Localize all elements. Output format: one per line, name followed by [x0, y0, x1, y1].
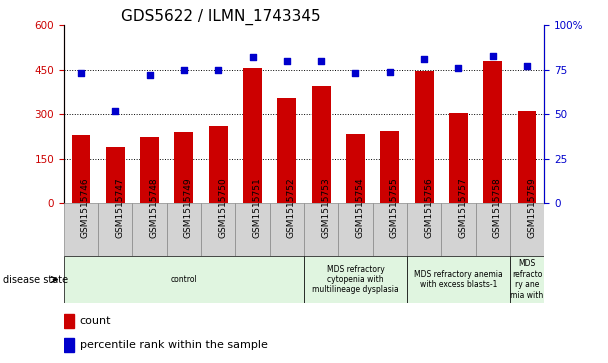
- Point: [454, 65, 463, 71]
- Point: [385, 69, 395, 74]
- Bar: [64, 338, 74, 352]
- Text: GSM1515750: GSM1515750: [218, 177, 227, 238]
- Bar: [312, 86, 331, 203]
- Text: GSM1515748: GSM1515748: [150, 177, 159, 238]
- Bar: [243, 68, 262, 203]
- Bar: [277, 98, 296, 203]
- Point: [351, 70, 361, 76]
- Bar: [167, 203, 201, 256]
- Text: control: control: [171, 275, 197, 284]
- Bar: [270, 203, 304, 256]
- Text: count: count: [80, 316, 111, 326]
- Point: [111, 108, 120, 114]
- Bar: [64, 256, 304, 303]
- Text: GSM1515756: GSM1515756: [424, 177, 433, 238]
- Bar: [517, 111, 536, 203]
- Bar: [72, 135, 91, 203]
- Bar: [338, 203, 373, 256]
- Bar: [381, 131, 399, 203]
- Bar: [449, 113, 468, 203]
- Text: disease state: disease state: [3, 274, 68, 285]
- Bar: [140, 136, 159, 203]
- Bar: [373, 203, 407, 256]
- Bar: [174, 132, 193, 203]
- Bar: [106, 147, 125, 203]
- Point: [522, 64, 532, 69]
- Text: GSM1515753: GSM1515753: [321, 177, 330, 238]
- Point: [76, 70, 86, 76]
- Bar: [415, 72, 434, 203]
- Point: [316, 58, 326, 64]
- Bar: [98, 203, 133, 256]
- Bar: [346, 134, 365, 203]
- Point: [213, 67, 223, 73]
- Point: [145, 72, 154, 78]
- Text: GSM1515749: GSM1515749: [184, 177, 193, 238]
- Text: GSM1515746: GSM1515746: [81, 177, 90, 238]
- Bar: [304, 256, 407, 303]
- Bar: [209, 126, 227, 203]
- Point: [488, 53, 497, 58]
- Bar: [441, 203, 475, 256]
- Bar: [510, 203, 544, 256]
- Text: GSM1515752: GSM1515752: [287, 177, 296, 238]
- Bar: [201, 203, 235, 256]
- Point: [247, 54, 257, 60]
- Point: [282, 58, 292, 64]
- Bar: [510, 256, 544, 303]
- Point: [179, 67, 188, 73]
- Text: percentile rank within the sample: percentile rank within the sample: [80, 340, 268, 350]
- Text: GSM1515751: GSM1515751: [252, 177, 261, 238]
- Bar: [133, 203, 167, 256]
- Bar: [304, 203, 338, 256]
- Text: GSM1515759: GSM1515759: [527, 177, 536, 238]
- Text: GDS5622 / ILMN_1743345: GDS5622 / ILMN_1743345: [122, 9, 321, 25]
- Text: GSM1515754: GSM1515754: [356, 177, 364, 238]
- Bar: [235, 203, 270, 256]
- Text: GSM1515758: GSM1515758: [492, 177, 502, 238]
- Text: MDS refractory anemia
with excess blasts-1: MDS refractory anemia with excess blasts…: [414, 270, 503, 289]
- Text: MDS refractory
cytopenia with
multilineage dysplasia: MDS refractory cytopenia with multilinea…: [312, 265, 399, 294]
- Bar: [407, 256, 510, 303]
- Text: MDS
refracto
ry ane
mia with: MDS refracto ry ane mia with: [510, 260, 544, 299]
- Bar: [64, 314, 74, 329]
- Text: GSM1515747: GSM1515747: [116, 177, 124, 238]
- Bar: [407, 203, 441, 256]
- Bar: [64, 203, 98, 256]
- Text: GSM1515757: GSM1515757: [458, 177, 468, 238]
- Bar: [483, 61, 502, 203]
- Bar: [475, 203, 510, 256]
- Point: [419, 56, 429, 62]
- Text: GSM1515755: GSM1515755: [390, 177, 399, 238]
